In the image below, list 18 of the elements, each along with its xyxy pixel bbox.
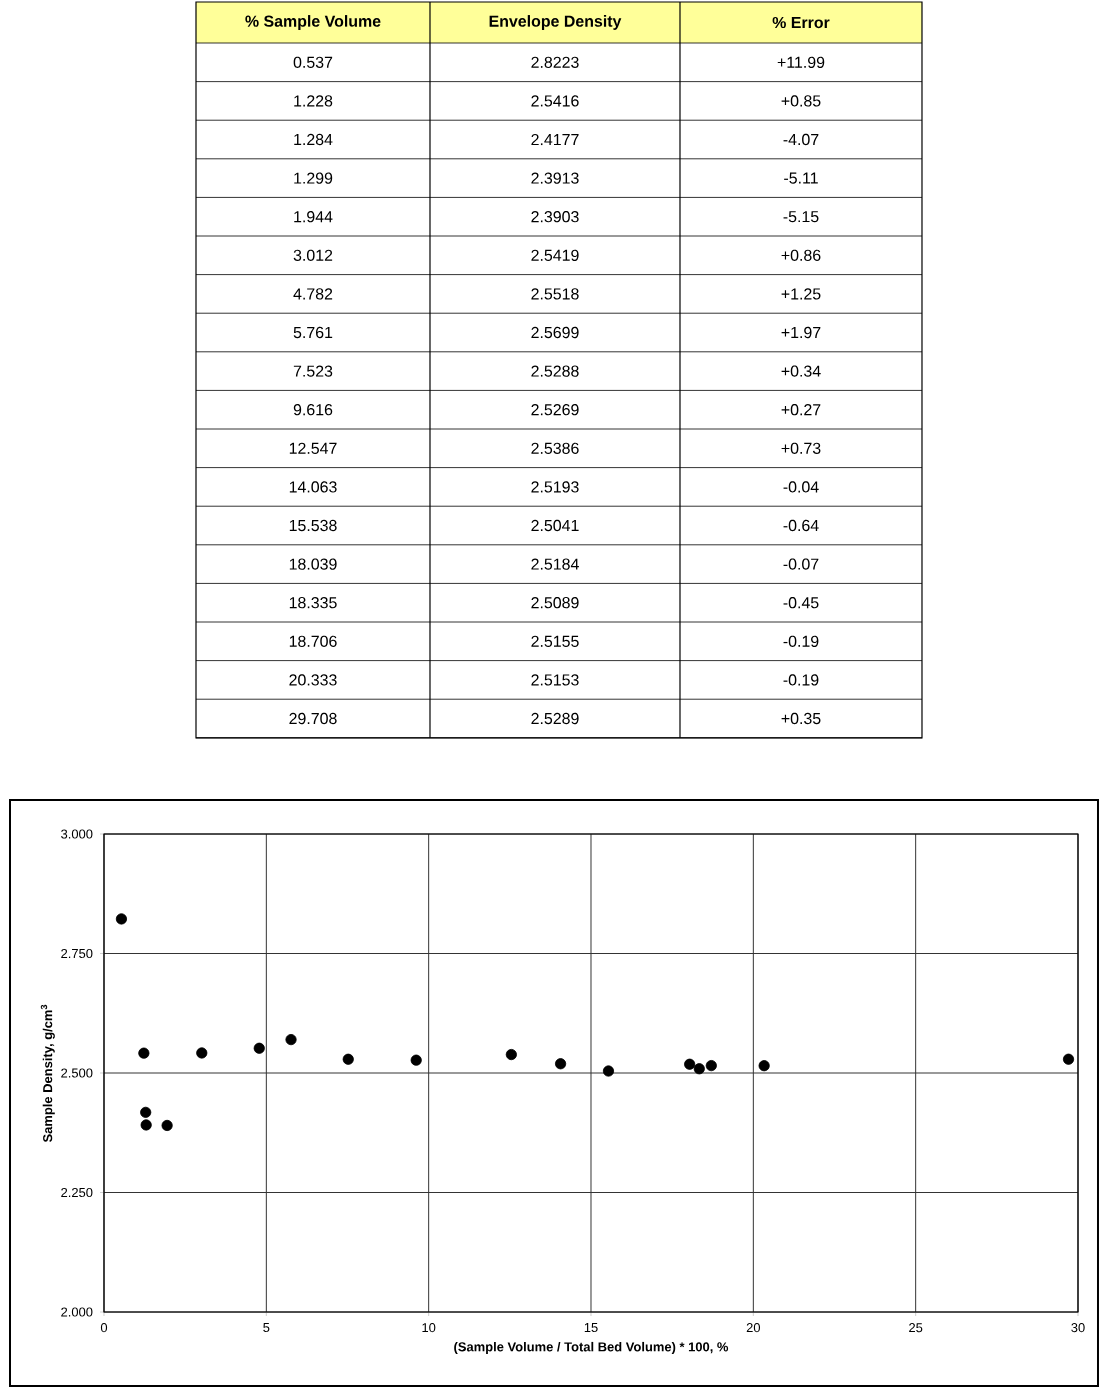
point [693, 1063, 705, 1075]
point [140, 1106, 152, 1118]
point [253, 1042, 265, 1054]
point [410, 1054, 422, 1066]
point [554, 1058, 567, 1070]
point [758, 1060, 770, 1072]
point [115, 913, 128, 925]
point [705, 1060, 717, 1072]
point [684, 1058, 696, 1070]
point [505, 1048, 517, 1061]
point [161, 1119, 173, 1132]
point [285, 1034, 297, 1046]
point [140, 1119, 152, 1131]
point [342, 1053, 354, 1065]
point [138, 1047, 150, 1059]
point [1062, 1053, 1075, 1065]
point [602, 1065, 615, 1077]
point [196, 1047, 208, 1059]
